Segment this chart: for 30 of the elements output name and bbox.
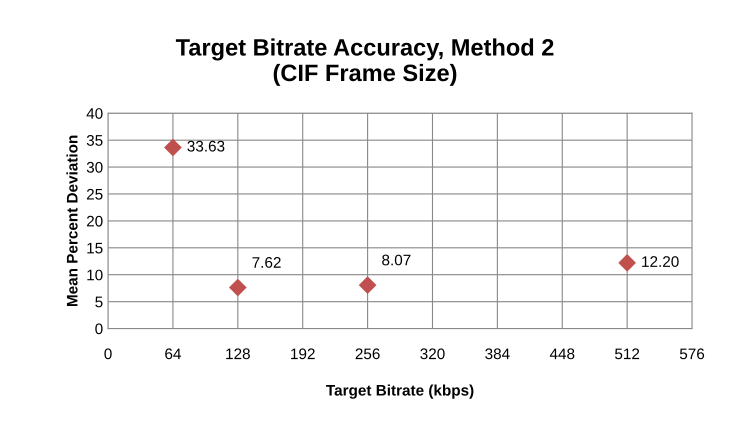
y-tick-label: 15 xyxy=(87,242,103,254)
x-tick-label: 512 xyxy=(615,348,640,360)
data-label: 33.63 xyxy=(187,140,224,152)
y-tick-label: 35 xyxy=(86,135,103,146)
point xyxy=(358,276,376,294)
x-tick-label: 384 xyxy=(485,348,510,360)
x-tick-label: 128 xyxy=(226,348,250,360)
data-label: 7.62 xyxy=(252,257,281,268)
y-tick-label: 10 xyxy=(87,270,103,280)
y-axis-title: Mean Percent Deviation xyxy=(66,136,78,306)
y-tick-label: 30 xyxy=(86,162,103,173)
chart-title: Target Bitrate Accuracy, Method 2 (CIF Frame Size) xyxy=(176,38,554,86)
y-tick-label: 40 xyxy=(86,108,103,119)
x-axis-title: Target Bitrate (kbps) xyxy=(326,384,474,399)
point xyxy=(228,278,247,296)
x-tick-label: 576 xyxy=(680,348,704,360)
y-tick-label: 25 xyxy=(86,188,103,200)
x-tick-label: 448 xyxy=(550,348,574,360)
x-tick-label: 320 xyxy=(420,348,445,360)
y-tick-label: 5 xyxy=(95,296,103,308)
x-tick-label: 192 xyxy=(291,348,315,360)
data-label: 8.07 xyxy=(382,254,410,266)
y-tick-label: 0 xyxy=(95,323,103,334)
x-tick-label: 0 xyxy=(104,348,112,360)
x-tick-label: 64 xyxy=(165,348,181,360)
point xyxy=(164,138,182,156)
x-tick-label: 256 xyxy=(356,348,380,360)
data-label: 12.20 xyxy=(642,256,679,267)
y-tick-label: 20 xyxy=(86,216,103,227)
point xyxy=(618,254,636,272)
